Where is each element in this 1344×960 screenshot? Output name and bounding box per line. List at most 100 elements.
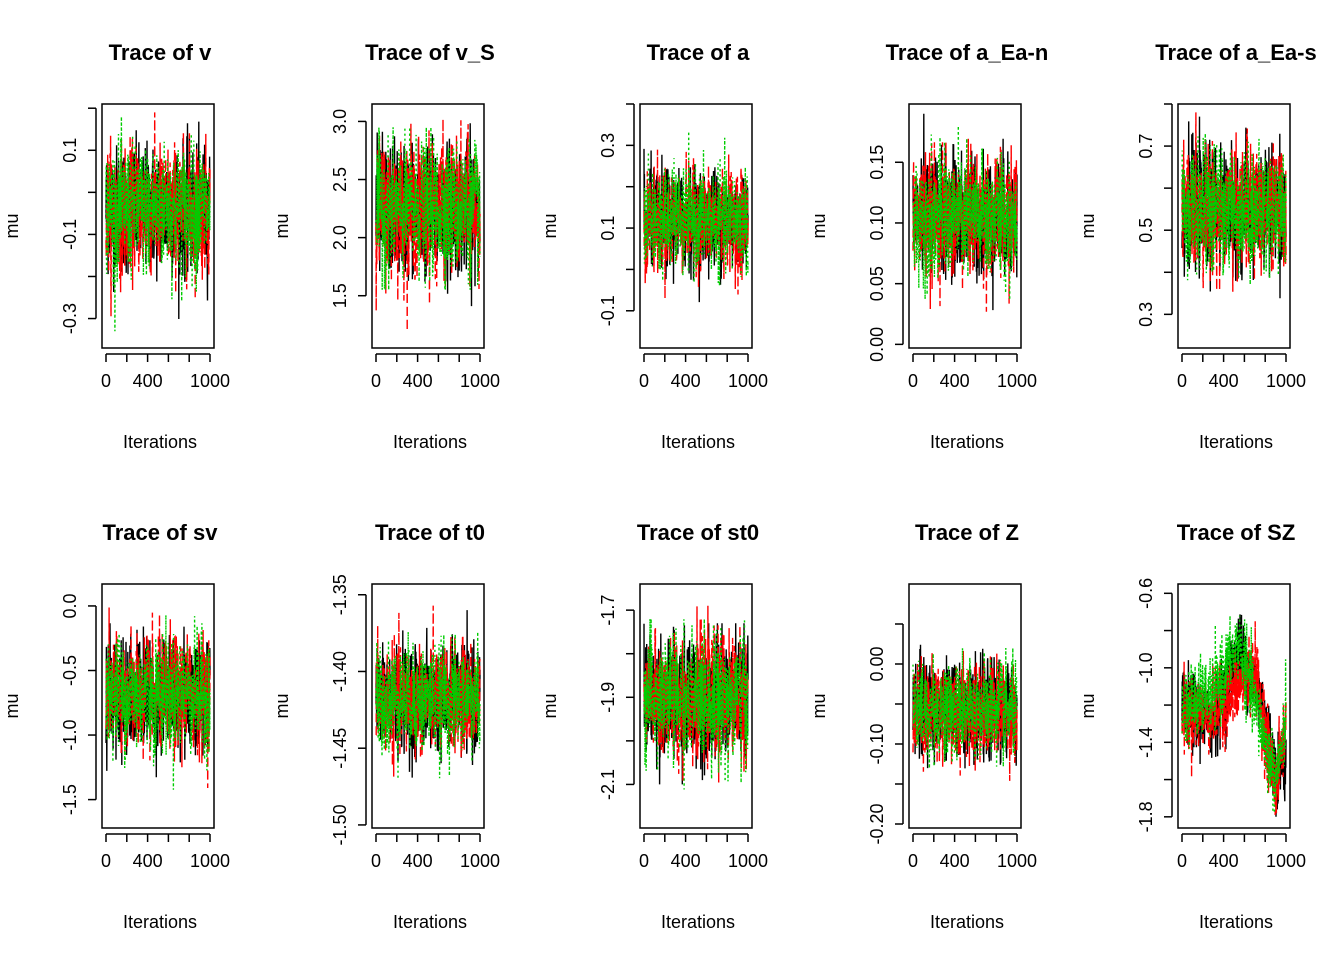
x-axis-label: Iterations	[123, 912, 197, 932]
plot-frame	[639, 103, 753, 349]
series-group	[375, 605, 481, 780]
plot-frame	[371, 583, 485, 829]
chain-3-trace	[643, 131, 749, 287]
y-tick-label: 0.0	[60, 593, 80, 618]
y-tick-label: -1.45	[330, 728, 350, 769]
x-tick-label: 400	[940, 851, 970, 871]
plot-frame	[639, 583, 753, 829]
x-axis: 0 400 1000	[371, 833, 500, 871]
series-group	[643, 131, 749, 303]
panel-title: Trace of a	[647, 40, 750, 65]
plot-frame	[908, 583, 1022, 829]
x-tick-label: 1000	[1266, 371, 1306, 391]
y-tick-label: 1.5	[330, 283, 350, 308]
y-tick-label: 2.0	[330, 225, 350, 250]
y-tick-label: 0.1	[60, 138, 80, 163]
chain-3-trace	[643, 618, 749, 790]
x-tick-label: 400	[1209, 371, 1239, 391]
x-axis-label: Iterations	[123, 432, 197, 452]
x-axis: 0 400 1000	[371, 353, 500, 391]
x-tick-label: 400	[671, 371, 701, 391]
panel-title: Trace of Z	[915, 520, 1019, 545]
panel-title: Trace of SZ	[1177, 520, 1296, 545]
plot-frame	[101, 103, 215, 349]
x-axis: 0 400 1000	[908, 833, 1037, 871]
trace-panel-4: Trace of a_Ea-s0 400 1000Iterations0.30.50…	[1078, 40, 1317, 452]
y-tick-label: -1.40	[330, 651, 350, 692]
chain-2-trace	[643, 149, 749, 299]
series-group	[912, 644, 1018, 781]
series-group	[912, 113, 1018, 312]
series-group	[105, 112, 211, 332]
trace-panel-5: Trace of sv 0 400 1000 Iterations -1.5 -1.0 -0.…	[2, 520, 230, 932]
x-tick-label: 0	[1177, 371, 1187, 391]
y-axis: 1.5 2.0 2.5 3.0	[330, 109, 367, 308]
y-tick-label: 0.10	[867, 205, 887, 240]
panel-title: Trace of v	[109, 40, 212, 65]
x-axis: 0 400 1000	[101, 833, 230, 871]
y-tick-label: -1.4	[1136, 727, 1156, 758]
chain-3-trace	[375, 127, 481, 290]
x-axis: 0 400 1000	[1177, 833, 1306, 871]
chain-3-trace	[1181, 133, 1287, 285]
x-axis-label: Iterations	[393, 432, 467, 452]
y-axis: -1.50 -1.45 -1.40 -1.35	[330, 574, 367, 845]
trace-panel-8: Trace of Z 0 400 1000 Iterations -0.20 -0.10 0.…	[809, 520, 1037, 932]
x-tick-label: 400	[403, 851, 433, 871]
y-axis: -1.5 -1.0 -0.5 0.0	[60, 593, 97, 815]
series-group	[375, 119, 481, 331]
y-axis-label: mu	[1078, 693, 1098, 718]
series-group	[105, 607, 211, 790]
x-tick-label: 400	[403, 371, 433, 391]
x-tick-label: 0	[908, 371, 918, 391]
y-axis: 0.3 0.5 0.7	[1136, 103, 1173, 327]
y-tick-label: -0.1	[598, 295, 618, 326]
panel-title: Trace of st0	[637, 520, 759, 545]
y-axis-label: mu	[272, 213, 292, 238]
y-tick-label: -2.1	[598, 769, 618, 800]
y-axis: 0.00 0.05 0.10 0.15	[867, 145, 904, 362]
y-tick-label: 0.3	[598, 133, 618, 158]
panel-title: Trace of a_Ea-n	[886, 40, 1049, 65]
y-tick-label: -1.7	[598, 595, 618, 626]
x-axis-label: Iterations	[393, 912, 467, 932]
y-tick-label: -1.8	[1136, 801, 1156, 832]
y-tick-label: -0.5	[60, 655, 80, 686]
y-tick-label: 0.5	[1136, 218, 1156, 243]
x-axis: 0 400 1000	[101, 353, 230, 391]
x-tick-label: 400	[133, 851, 163, 871]
x-axis: 0 400 1000	[639, 833, 768, 871]
x-tick-label: 1000	[460, 371, 500, 391]
trace-panel-9: Trace of SZ0 400 1000Iterations-1.8-1.4-1.…	[1078, 520, 1306, 932]
x-tick-label: 400	[671, 851, 701, 871]
plot-frame	[371, 103, 485, 349]
series-group	[643, 605, 749, 790]
x-axis: 0 400 1000	[639, 353, 768, 391]
plot-frame	[1177, 583, 1291, 829]
x-tick-label: 0	[101, 851, 111, 871]
x-axis: 0 400 1000	[1177, 353, 1306, 391]
trace-panel-3: Trace of a_Ea-n0 400 1000Iterations0.000.0…	[809, 40, 1048, 452]
x-tick-label: 1000	[460, 851, 500, 871]
y-axis: -0.20 -0.10 0.00	[867, 623, 904, 845]
x-tick-label: 0	[639, 371, 649, 391]
x-axis-label: Iterations	[1199, 912, 1273, 932]
x-tick-label: 400	[1209, 851, 1239, 871]
y-tick-label: 0.00	[867, 646, 887, 681]
y-tick-label: -1.35	[330, 574, 350, 615]
y-tick-label: -0.20	[867, 803, 887, 844]
y-tick-label: 0.00	[867, 327, 887, 362]
y-tick-label: -1.50	[330, 804, 350, 845]
trace-panel-6: Trace of t00 400 1000Iterations-1.50-1.45-…	[272, 520, 500, 932]
panel-title: Trace of sv	[103, 520, 219, 545]
panel-title: Trace of v_S	[365, 40, 495, 65]
y-axis-label: mu	[540, 693, 560, 718]
x-tick-label: 1000	[728, 371, 768, 391]
y-tick-label: 3.0	[330, 109, 350, 134]
x-tick-label: 1000	[997, 851, 1037, 871]
y-tick-label: -1.9	[598, 682, 618, 713]
chain-3-trace	[105, 116, 211, 332]
chain-3-trace	[105, 614, 211, 790]
y-tick-label: 0.7	[1136, 134, 1156, 159]
x-axis-label: Iterations	[661, 912, 735, 932]
